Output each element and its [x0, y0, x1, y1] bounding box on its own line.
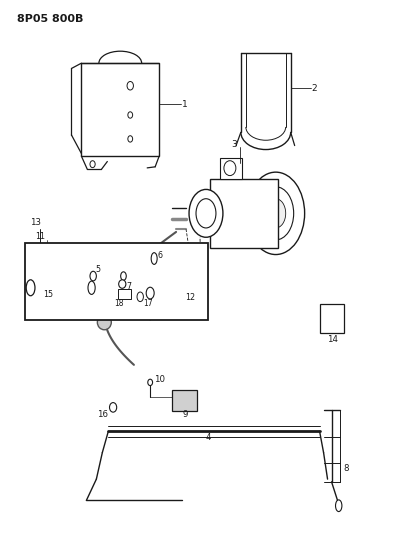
Text: 12: 12: [185, 293, 195, 302]
Text: 18: 18: [114, 299, 124, 308]
Ellipse shape: [121, 272, 126, 280]
Text: 8P05 800B: 8P05 800B: [17, 14, 83, 24]
Bar: [210, 179, 278, 248]
Text: 1: 1: [182, 100, 188, 109]
Text: 10: 10: [154, 375, 165, 384]
Bar: [320, 304, 344, 333]
Ellipse shape: [128, 112, 133, 118]
Text: 7: 7: [126, 282, 131, 291]
Text: 11: 11: [36, 232, 46, 241]
Ellipse shape: [146, 287, 154, 299]
Text: 16: 16: [96, 410, 108, 419]
Text: 3: 3: [231, 140, 237, 149]
Ellipse shape: [151, 253, 157, 264]
Ellipse shape: [128, 136, 133, 142]
Ellipse shape: [127, 82, 134, 90]
Ellipse shape: [224, 161, 236, 175]
Bar: [118, 289, 131, 300]
Ellipse shape: [90, 161, 95, 167]
Text: 2: 2: [312, 84, 318, 93]
Ellipse shape: [189, 189, 223, 237]
Ellipse shape: [27, 248, 34, 258]
Ellipse shape: [247, 172, 305, 255]
Ellipse shape: [137, 292, 143, 302]
Ellipse shape: [88, 281, 95, 294]
Ellipse shape: [148, 379, 152, 385]
Text: 14: 14: [327, 335, 338, 344]
Ellipse shape: [97, 315, 111, 330]
Text: 13: 13: [30, 219, 41, 228]
Ellipse shape: [110, 402, 117, 412]
Text: 6: 6: [157, 252, 162, 260]
Bar: [172, 390, 197, 411]
Text: 17: 17: [143, 299, 153, 308]
Ellipse shape: [32, 256, 40, 264]
Text: 5: 5: [96, 265, 101, 273]
Ellipse shape: [196, 199, 216, 228]
Ellipse shape: [266, 199, 286, 228]
FancyBboxPatch shape: [82, 63, 159, 156]
Ellipse shape: [26, 280, 35, 296]
Text: 9: 9: [182, 410, 188, 419]
Ellipse shape: [336, 500, 342, 512]
Bar: [220, 158, 242, 179]
Bar: [25, 243, 208, 320]
Ellipse shape: [258, 187, 294, 240]
Ellipse shape: [41, 252, 48, 260]
Ellipse shape: [119, 280, 126, 288]
Text: 4: 4: [205, 433, 211, 442]
Text: 8: 8: [344, 464, 349, 473]
Ellipse shape: [34, 246, 44, 255]
Text: 15: 15: [43, 290, 53, 299]
Ellipse shape: [90, 271, 96, 281]
Ellipse shape: [104, 249, 109, 257]
